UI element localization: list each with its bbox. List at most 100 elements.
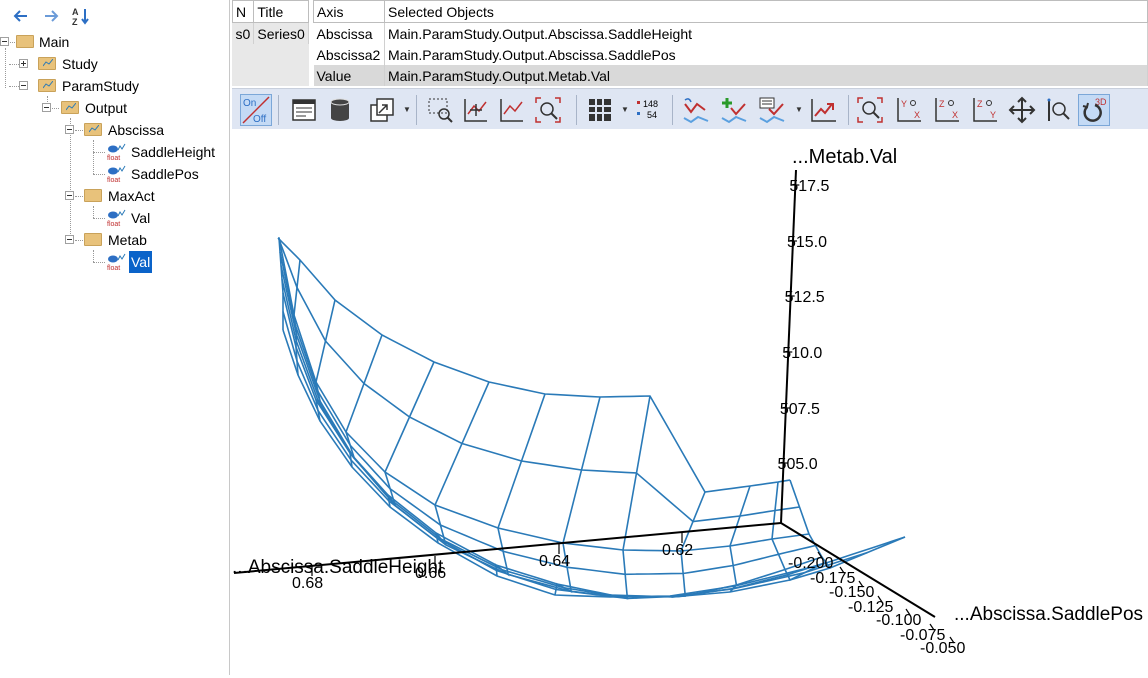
z-axis-tick-label: 512.5 xyxy=(785,289,825,306)
zoom-fit-icon[interactable] xyxy=(532,94,564,126)
series-id-cell: s0 xyxy=(232,22,255,44)
database-icon[interactable] xyxy=(324,94,356,126)
mesh-line-v-4 xyxy=(384,361,435,508)
move-icon[interactable] xyxy=(1006,94,1038,126)
table-row[interactable]: Abscissa Main.ParamStudy.Output.Abscissa… xyxy=(313,22,1148,44)
float-variable-icon: float xyxy=(106,143,128,162)
chevron-down-icon[interactable]: ▼ xyxy=(621,105,629,114)
folder-icon xyxy=(84,233,102,246)
export-window-icon[interactable] xyxy=(366,94,398,126)
collapse-toggle[interactable] xyxy=(65,191,74,200)
tree-node-label: ParamStudy xyxy=(62,78,140,94)
float-variable-icon: float xyxy=(106,209,128,228)
chevron-down-icon[interactable]: ▼ xyxy=(795,105,803,114)
mesh-line-v-6 xyxy=(495,393,546,577)
rotate-3d-button[interactable]: 3D xyxy=(1078,94,1110,126)
grid-icon[interactable] xyxy=(584,94,616,126)
collapse-toggle[interactable] xyxy=(0,37,9,46)
z-axis-tick-label: 515.0 xyxy=(787,234,827,251)
y-axis-tick-label: -0.050 xyxy=(920,640,965,657)
tree-node-label: Output xyxy=(85,100,128,116)
collapse-toggle[interactable] xyxy=(65,125,74,134)
tree-node-label: MaxAct xyxy=(108,188,155,204)
surface-plot[interactable]: 517.5 515.0 512.5 510.0 507.5 505.0 0.68 0.66 0.… xyxy=(232,129,1148,675)
tree-node-label: Val xyxy=(131,210,151,226)
y-axis-tick xyxy=(817,551,823,559)
back-arrow-icon[interactable] xyxy=(10,5,32,27)
mesh-line-u-1 xyxy=(277,237,800,523)
svg-text:Y: Y xyxy=(990,110,996,120)
svg-text:Z: Z xyxy=(939,99,945,109)
counter-icon[interactable]: 148 54 xyxy=(634,94,666,126)
table-row-selected[interactable]: Value Main.ParamStudy.Output.Metab.Val xyxy=(313,65,1148,86)
forward-arrow-icon[interactable] xyxy=(40,5,62,27)
y-axis-tick-label: -0.175 xyxy=(810,570,855,587)
chevron-down-icon[interactable]: ▼ xyxy=(403,105,411,114)
svg-text:Y: Y xyxy=(901,99,907,109)
folder-icon xyxy=(84,189,102,202)
table-row[interactable]: Abscissa2 Main.ParamStudy.Output.Absciss… xyxy=(313,44,1148,65)
add-series-icon[interactable] xyxy=(718,94,750,126)
mesh-line-v-0 xyxy=(278,237,284,330)
object-cell: Main.ParamStudy.Output.Metab.Val xyxy=(384,65,1148,86)
tree-node-label: SaddlePos xyxy=(131,166,199,182)
table-row[interactable]: s0 Series0 xyxy=(232,22,309,44)
column-header-n[interactable]: N xyxy=(231,0,255,23)
expand-toggle[interactable] xyxy=(19,59,28,68)
zoom-icon[interactable] xyxy=(854,94,886,126)
folder-icon xyxy=(16,35,34,48)
mesh-line-v-7 xyxy=(554,396,601,596)
svg-text:A: A xyxy=(72,7,79,17)
collapse-toggle[interactable] xyxy=(42,103,51,112)
pan-chart-icon[interactable] xyxy=(460,94,492,126)
svg-text:148: 148 xyxy=(643,99,658,109)
tree-node-label: Study xyxy=(62,56,98,72)
object-cell: Main.ParamStudy.Output.Abscissa.SaddleHe… xyxy=(384,22,1148,44)
z-axis-tick-label: 507.5 xyxy=(780,401,820,418)
tree-node-label: Metab xyxy=(108,232,147,248)
series-title-cell: Series0 xyxy=(253,22,309,44)
y-axis-tick-label: -0.100 xyxy=(876,612,921,629)
axis-table: Axis Selected Objects Abscissa Main.Para… xyxy=(313,0,1148,86)
svg-text:On: On xyxy=(243,98,256,109)
mesh-line-v-1 xyxy=(293,259,301,376)
collapse-toggle[interactable] xyxy=(19,81,28,90)
y-axis-tick xyxy=(949,636,955,644)
series-style-icon[interactable] xyxy=(680,94,712,126)
mesh-line-v-11 xyxy=(771,481,821,582)
float-variable-icon: float xyxy=(106,165,128,184)
mesh-line-v-5 xyxy=(434,381,490,546)
column-header-selected-objects[interactable]: Selected Objects xyxy=(384,0,1148,23)
axis-cell: Abscissa2 xyxy=(313,44,385,65)
export-chart-icon[interactable] xyxy=(808,94,840,126)
inspect-icon[interactable] xyxy=(1042,94,1074,126)
y-axis-tick-label: -0.075 xyxy=(900,627,945,644)
tree-node-label: SaddleHeight xyxy=(131,144,216,160)
surface-plot-area[interactable]: 517.5 515.0 512.5 510.0 507.5 505.0 0.68 0.66 0.… xyxy=(232,129,1148,675)
collapse-toggle[interactable] xyxy=(65,235,74,244)
svg-text:float: float xyxy=(107,221,120,227)
z-axis-tick-label: 517.5 xyxy=(789,178,829,195)
axis-cell: Abscissa xyxy=(313,22,385,44)
svg-text:3D: 3D xyxy=(1095,97,1107,107)
z-axis-label: ...Metab.Val xyxy=(792,146,897,168)
column-header-title[interactable]: Title xyxy=(253,0,309,23)
column-header-axis[interactable]: Axis xyxy=(313,0,385,23)
on-off-toggle-button[interactable]: On Off xyxy=(240,94,272,126)
tree-node-label: Abscissa xyxy=(108,122,165,138)
y-axis-tick xyxy=(877,595,883,603)
chart-scale-icon[interactable] xyxy=(496,94,528,126)
z-axis-tick-label: 510.0 xyxy=(782,345,822,362)
properties-icon[interactable] xyxy=(288,94,320,126)
zoom-region-icon[interactable] xyxy=(424,94,456,126)
svg-text:float: float xyxy=(107,155,120,161)
svg-text:Z: Z xyxy=(72,17,78,26)
mesh-line-u-3 xyxy=(279,251,816,576)
edit-series-icon[interactable] xyxy=(756,94,788,126)
